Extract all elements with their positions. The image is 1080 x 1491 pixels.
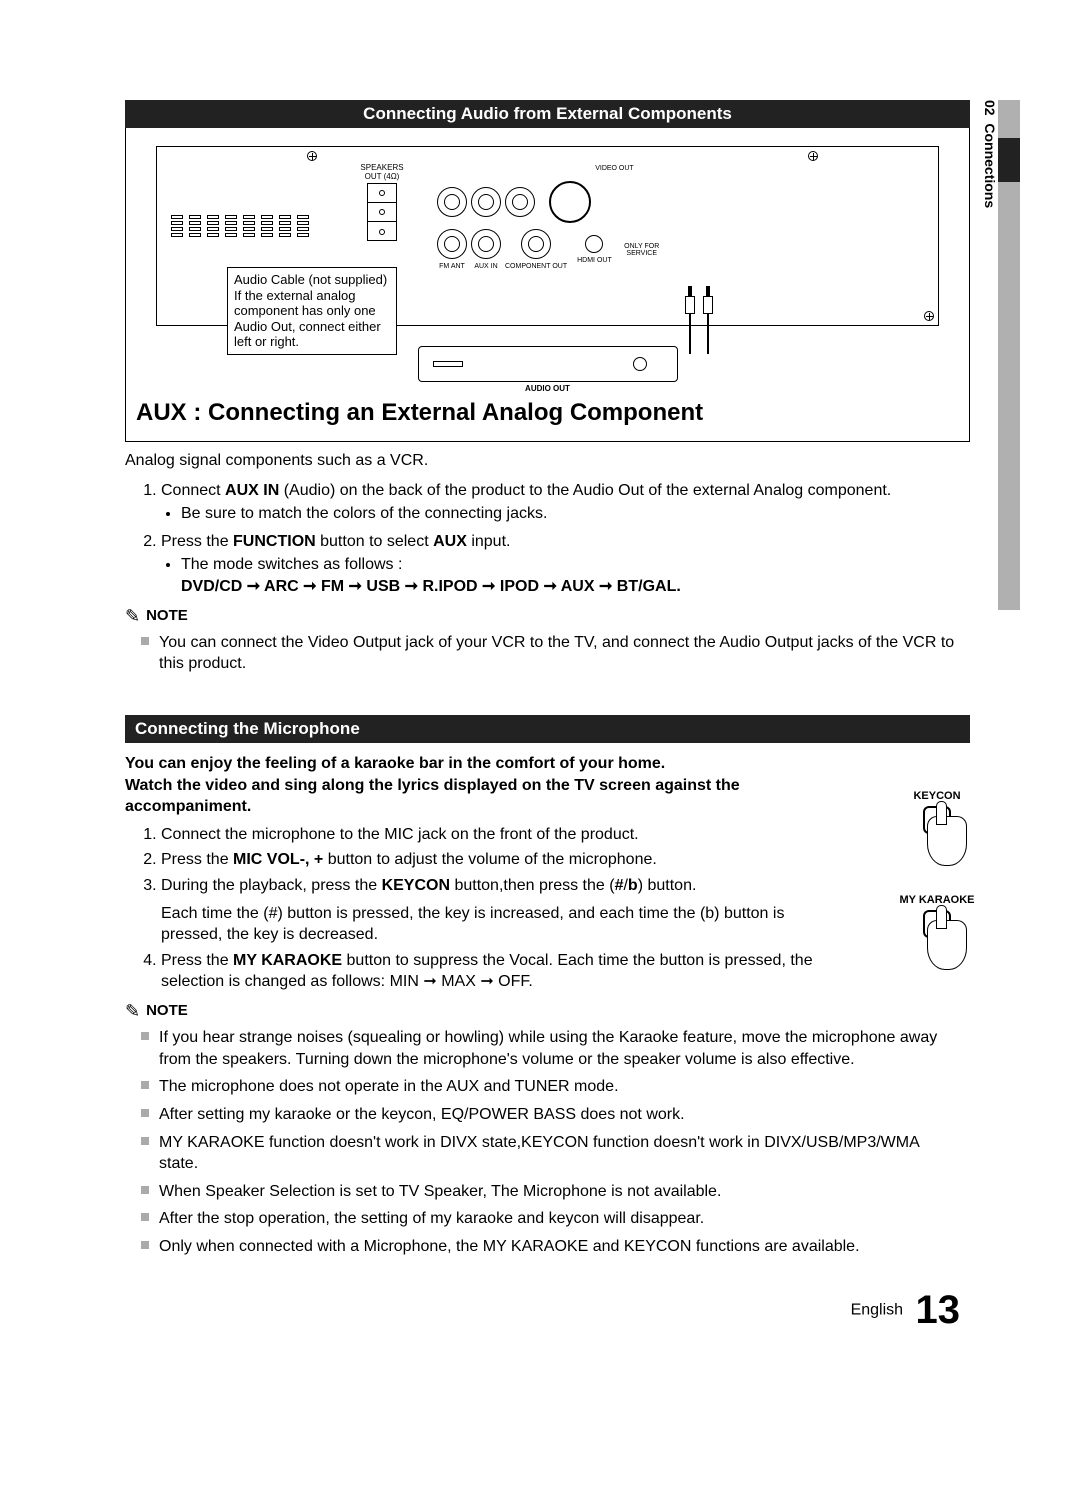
- mic-step-1: Connect the microphone to the MIC jack o…: [161, 824, 825, 846]
- note-icon: ✎: [125, 999, 140, 1023]
- jack-group: VIDEO OUT FM ANT AUX IN COMPONENT OUT HD…: [437, 157, 662, 270]
- external-component-illustration: AUDIO OUT: [418, 346, 678, 393]
- manual-page: 02 Connections Connecting Audio from Ext…: [0, 0, 1080, 1373]
- cable-annotation: Audio Cable (not supplied) If the extern…: [227, 267, 397, 355]
- keycon-button-illustration: [907, 806, 967, 876]
- note-header-2: ✎ NOTE: [125, 999, 825, 1023]
- chapter-number: 02: [982, 100, 998, 116]
- video-out-label: VIDEO OUT: [595, 165, 634, 172]
- section1-band: Connecting Audio from External Component…: [125, 100, 970, 128]
- hand-icon: [927, 816, 967, 866]
- footer-language: English: [851, 1301, 903, 1318]
- page-footer: English 13: [125, 1288, 970, 1333]
- mic-steps: Connect the microphone to the MIC jack o…: [125, 824, 825, 993]
- rear-panel-illustration: SPEAKERS OUT (4Ω) VIDEO OUT FM ANT AUX I…: [156, 146, 939, 326]
- mic-step-3: During the playback, press the KEYCON bu…: [161, 875, 825, 946]
- remote-button-figures: KEYCON MY KARAOKE: [894, 790, 980, 998]
- keycon-label: KEYCON: [894, 790, 980, 802]
- screw-icon: [924, 311, 934, 321]
- aux-heading: AUX : Connecting an External Analog Comp…: [136, 399, 959, 427]
- step-1: Connect AUX IN (Audio) on the back of th…: [161, 480, 970, 525]
- section2-notes: If you hear strange noises (squealing or…: [125, 1027, 945, 1257]
- connection-diagram: SPEAKERS OUT (4Ω) VIDEO OUT FM ANT AUX I…: [125, 128, 970, 442]
- chapter-title: Connections: [982, 123, 998, 208]
- hand-icon: [927, 920, 967, 970]
- audio-out-label: AUDIO OUT: [418, 384, 678, 393]
- mic-step-2: Press the MIC VOL-, + button to adjust t…: [161, 849, 825, 871]
- note-header: ✎ NOTE: [125, 604, 970, 628]
- screw-icon: [307, 151, 317, 161]
- vent-grille: [171, 215, 309, 237]
- screw-icon: [808, 151, 818, 161]
- mykaraoke-label: MY KARAOKE: [894, 894, 980, 906]
- section2-body: You can enjoy the feeling of a karaoke b…: [125, 753, 825, 1258]
- footer-page-number: 13: [916, 1288, 961, 1332]
- mode-sequence: DVD/CD ➞ ARC ➞ FM ➞ USB ➞ R.IPOD ➞ IPOD …: [181, 578, 681, 595]
- step-2: Press the FUNCTION button to select AUX …: [161, 531, 970, 598]
- side-chapter-label: 02 Connections: [978, 100, 998, 208]
- speaker-terminal: [367, 183, 397, 241]
- section2-band: Connecting the Microphone: [125, 715, 970, 743]
- intro-text: Analog signal components such as a VCR.: [125, 450, 970, 472]
- section1-notes: You can connect the Video Output jack of…: [125, 632, 970, 675]
- note-icon: ✎: [125, 604, 140, 628]
- speakers-label: SPEAKERS OUT (4Ω): [355, 163, 409, 181]
- side-index-marker: [998, 138, 1020, 182]
- rca-plugs: [684, 286, 714, 354]
- mic-step-4: Press the MY KARAOKE button to suppress …: [161, 950, 825, 993]
- mykaraoke-button-illustration: [907, 910, 967, 980]
- aux-steps: Connect AUX IN (Audio) on the back of th…: [125, 480, 970, 598]
- section1-body: Analog signal components such as a VCR. …: [125, 450, 970, 675]
